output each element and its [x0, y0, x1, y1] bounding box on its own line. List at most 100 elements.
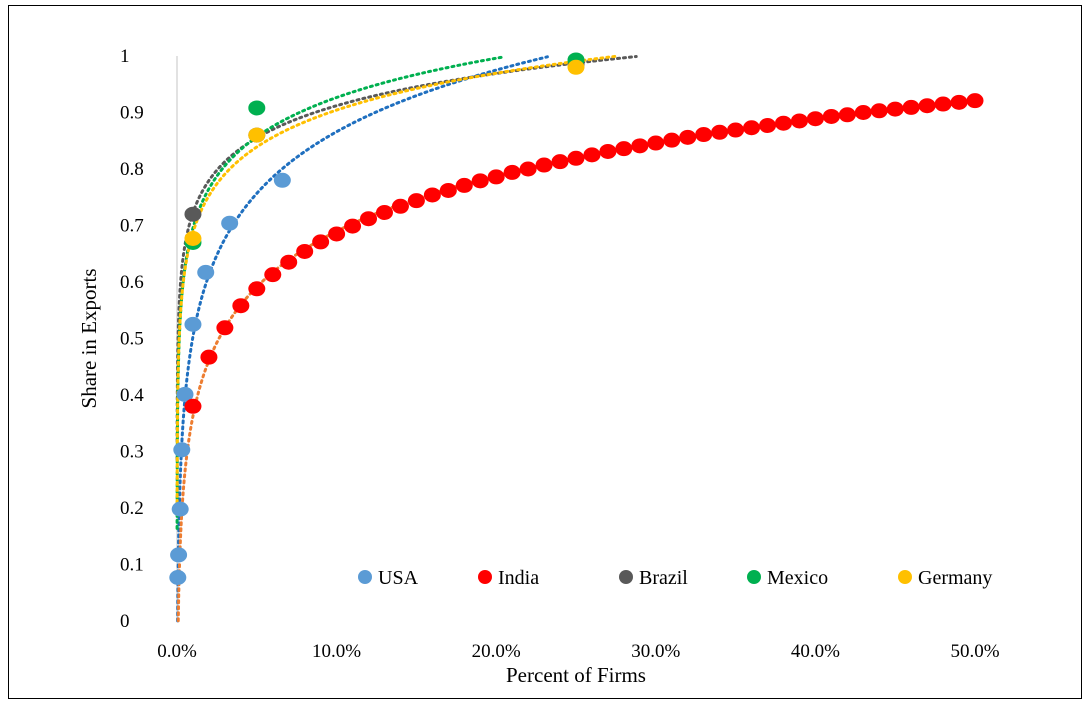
y-tick-label: 0.4: [120, 385, 144, 406]
data-point-india: [344, 218, 362, 234]
data-point-india: [759, 117, 777, 133]
data-point-india: [774, 115, 792, 131]
data-point-usa: [170, 547, 188, 563]
data-point-india: [870, 103, 888, 119]
data-point-india: [535, 157, 553, 173]
data-point-india: [312, 234, 330, 250]
data-point-india: [360, 211, 378, 227]
data-point-usa: [176, 386, 194, 402]
data-point-india: [391, 198, 409, 214]
data-point-usa: [273, 172, 291, 188]
y-tick-label: 0.6: [120, 272, 144, 293]
data-point-usa: [184, 316, 202, 332]
data-point-usa: [221, 215, 239, 231]
data-points: [169, 52, 984, 585]
trendlines: [175, 54, 977, 623]
data-point-india: [200, 349, 218, 365]
data-point-india: [184, 398, 202, 414]
trendline-mexico: [175, 55, 507, 530]
data-point-india: [886, 101, 904, 117]
legend-label-india: India: [498, 567, 539, 589]
trendline-india: [176, 100, 977, 623]
legend-marker-mexico: [747, 570, 761, 584]
x-tick-label: 50.0%: [950, 641, 999, 662]
data-point-india: [328, 226, 346, 242]
data-point-india: [679, 129, 697, 145]
data-point-germany: [567, 59, 585, 75]
data-point-india: [407, 193, 425, 209]
data-point-india: [264, 267, 282, 283]
data-point-india: [216, 320, 234, 336]
legend-label-mexico: Mexico: [767, 567, 828, 589]
x-axis-title: Percent of Firms: [506, 663, 646, 687]
legend-marker-brazil: [619, 570, 633, 584]
data-point-india: [966, 93, 984, 109]
data-point-usa: [173, 442, 191, 458]
data-point-india: [727, 122, 745, 138]
data-point-india: [711, 124, 729, 140]
data-point-usa: [197, 264, 215, 280]
data-point-india: [615, 141, 633, 157]
data-point-india: [663, 132, 681, 148]
data-point-usa: [169, 569, 187, 585]
data-point-india: [950, 94, 968, 110]
data-point-india: [487, 169, 505, 185]
data-point-india: [647, 135, 665, 151]
trendline-brazil: [175, 55, 638, 461]
y-tick-label: 1: [120, 46, 130, 67]
data-point-india: [375, 205, 393, 221]
y-tick-label: 0.8: [120, 159, 144, 180]
data-point-india: [838, 107, 856, 123]
data-point-india: [695, 127, 713, 143]
data-point-india: [232, 298, 250, 314]
data-point-india: [567, 150, 585, 166]
data-point-usa: [171, 501, 189, 517]
x-tick-label: 10.0%: [312, 641, 361, 662]
y-tick-label: 0.3: [120, 442, 144, 463]
data-point-brazil: [184, 206, 202, 222]
data-point-india: [423, 187, 441, 203]
legend: USA India Brazil Mexico Germany: [358, 567, 992, 589]
series-usa: [169, 172, 291, 585]
data-point-india: [599, 143, 617, 159]
data-point-india: [551, 154, 569, 170]
legend-label-germany: Germany: [918, 567, 992, 589]
y-tick-label: 0: [120, 611, 130, 632]
data-point-india: [248, 281, 266, 297]
y-tick-label: 0.2: [120, 498, 144, 519]
data-point-mexico: [248, 100, 266, 116]
legend-label-usa: USA: [378, 567, 419, 589]
data-point-germany: [248, 127, 266, 143]
y-tick-label: 0.5: [120, 329, 144, 350]
data-point-india: [743, 120, 761, 136]
data-point-india: [471, 173, 489, 189]
x-tick-label: 40.0%: [791, 641, 840, 662]
x-tick-label: 30.0%: [631, 641, 680, 662]
x-tick-labels: 0.0% 10.0% 20.0% 30.0% 40.0% 50.0%: [157, 641, 1000, 662]
data-point-india: [519, 161, 537, 177]
data-point-india: [822, 108, 840, 124]
y-tick-label: 0.9: [120, 103, 144, 124]
data-point-india: [631, 138, 649, 154]
legend-label-brazil: Brazil: [639, 567, 688, 589]
data-point-india: [280, 254, 298, 270]
data-point-india: [918, 98, 936, 114]
trendline-germany: [175, 54, 618, 516]
series-germany: [184, 59, 585, 246]
data-point-india: [806, 111, 824, 127]
trendline-usa: [176, 55, 549, 623]
y-axis-title: Share in Exports: [77, 269, 101, 409]
x-tick-label: 0.0%: [157, 641, 197, 662]
data-point-india: [455, 177, 473, 193]
y-tick-label: 0.1: [120, 555, 144, 576]
legend-marker-india: [478, 570, 492, 584]
data-point-india: [934, 96, 952, 112]
data-point-india: [439, 182, 457, 198]
legend-marker-usa: [358, 570, 372, 584]
data-point-india: [583, 147, 601, 163]
data-point-india: [902, 99, 920, 115]
series-india: [184, 93, 984, 414]
y-tick-label: 0.7: [120, 216, 144, 237]
x-tick-label: 20.0%: [472, 641, 521, 662]
